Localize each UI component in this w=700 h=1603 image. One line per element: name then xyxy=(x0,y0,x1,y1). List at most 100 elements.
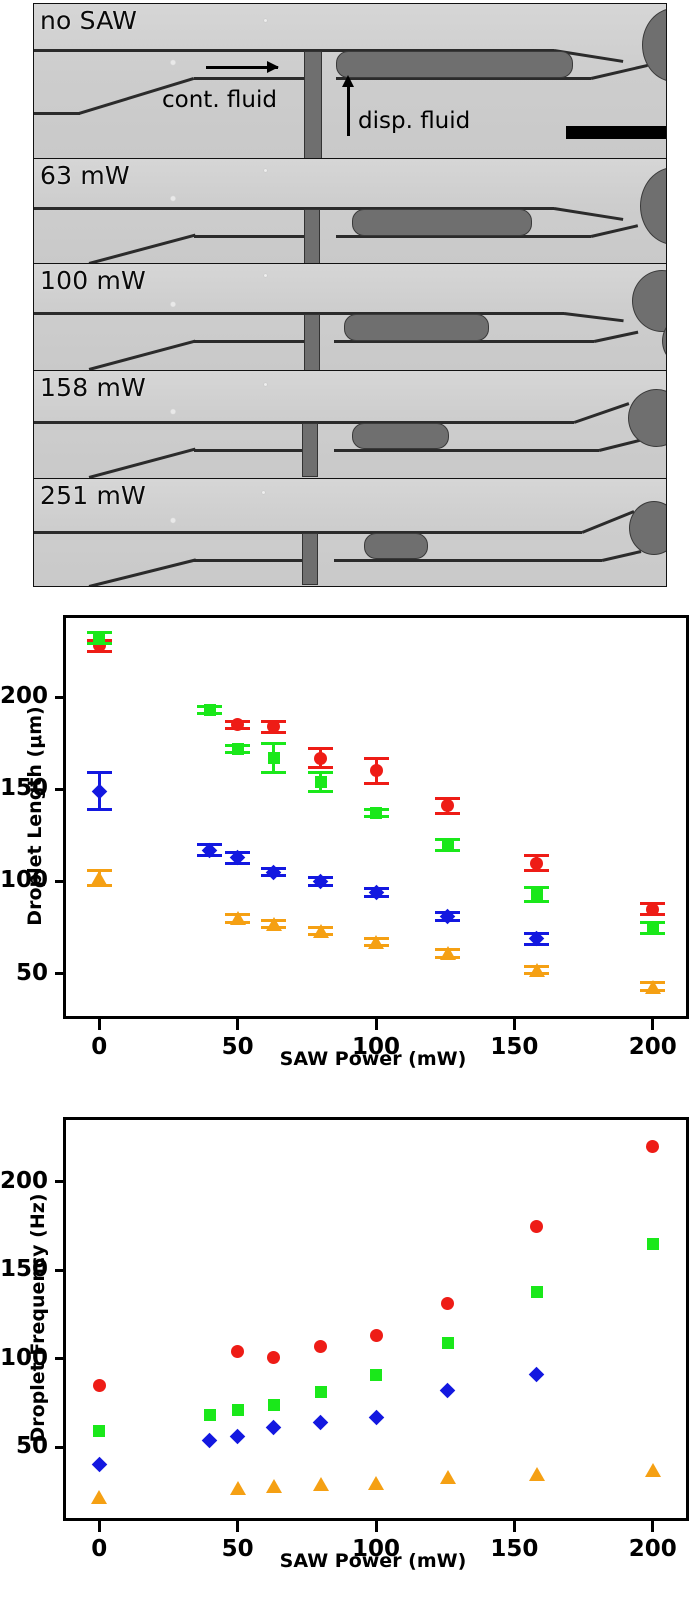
y-tick-label: 200 xyxy=(0,683,48,710)
marker-triangle xyxy=(91,870,108,885)
marker-triangle xyxy=(644,979,661,994)
x-tick xyxy=(97,1019,101,1030)
channel-wall-diagonal xyxy=(88,339,196,370)
x-tick-label: 150 xyxy=(490,1536,539,1562)
marker-square xyxy=(231,1404,244,1417)
micrograph-label-63mw: 63 mW xyxy=(40,161,130,190)
droplet-outlet xyxy=(629,501,666,555)
channel-wall-bottom-right xyxy=(336,77,591,80)
y-tick-label: 50 xyxy=(15,1433,48,1460)
droplet-length-plot: 50 100 150 200 0 50 100 150 200 Droplet Length (… xyxy=(0,600,700,1070)
y-tick xyxy=(55,1445,66,1449)
channel-wall-bottom xyxy=(194,340,304,343)
channel-wall-diagonal xyxy=(88,233,196,263)
droplet-frequency-plot-frame xyxy=(63,1117,689,1521)
y-tick-label: 100 xyxy=(0,867,48,894)
marker-triangle xyxy=(91,1489,108,1504)
channel-wall-bottom-left xyxy=(34,112,80,115)
y-tick xyxy=(55,1357,66,1361)
marker-square xyxy=(267,1398,280,1411)
x-tick-label: 200 xyxy=(628,1536,677,1562)
continuous-fluid-annotation: cont. fluid xyxy=(162,87,277,113)
x-tick xyxy=(512,1521,516,1532)
x-tick-label: 50 xyxy=(221,1536,254,1562)
error-bar-cap xyxy=(435,797,461,801)
x-tick-label: 0 xyxy=(91,1536,108,1562)
droplet-in-channel xyxy=(352,423,449,449)
marker-circle xyxy=(267,1350,281,1364)
continuous-flow-arrow xyxy=(206,61,279,73)
channel-wall-diagonal xyxy=(88,447,196,478)
micrograph-panel-63mw: 63 mW xyxy=(34,159,666,264)
marker-circle xyxy=(646,902,660,916)
marker-triangle xyxy=(229,911,246,926)
dispersed-flow-arrow xyxy=(341,75,354,136)
x-tick xyxy=(374,1019,378,1030)
y-tick-label: 100 xyxy=(0,1344,48,1371)
channel-wall-bottom-taper xyxy=(593,330,639,343)
droplet-in-channel xyxy=(364,533,428,559)
marker-circle xyxy=(369,764,383,778)
marker-square xyxy=(646,921,659,934)
marker-triangle xyxy=(368,935,384,950)
marker-circle xyxy=(530,856,544,870)
x-tick-label: 100 xyxy=(351,1536,400,1562)
channel-wall-bottom-right xyxy=(334,559,602,562)
y-tick-label: 150 xyxy=(0,775,48,802)
marker-circle xyxy=(314,1339,328,1353)
y-tick-label: 50 xyxy=(15,959,48,986)
dust-speck xyxy=(264,19,267,22)
error-bar-cap xyxy=(308,789,334,793)
marker-circle xyxy=(314,751,328,765)
channel-wall-bottom-taper xyxy=(601,550,642,562)
marker-square xyxy=(530,1285,543,1298)
channel-wall-top xyxy=(34,207,554,210)
nozzle-inlet xyxy=(302,423,318,477)
marker-triangle xyxy=(368,1475,384,1490)
channel-wall-top-taper xyxy=(573,402,630,424)
marker-triangle xyxy=(439,946,456,961)
channel-wall-diagonal xyxy=(88,558,197,586)
error-bar-cap xyxy=(524,900,550,904)
marker-triangle xyxy=(312,1477,329,1492)
marker-circle xyxy=(231,1345,245,1359)
y-tick xyxy=(55,1268,66,1272)
marker-square xyxy=(203,1409,216,1422)
marker-circle xyxy=(369,1329,383,1343)
y-tick xyxy=(55,972,66,976)
droplet-in-channel xyxy=(352,209,532,236)
error-bar-cap xyxy=(86,771,112,775)
marker-triangle xyxy=(644,1463,661,1478)
marker-circle xyxy=(441,1297,455,1311)
error-bar-cap xyxy=(308,771,334,775)
micrograph-label-100mw: 100 mW xyxy=(40,266,146,295)
error-bar-cap xyxy=(86,808,112,812)
y-tick xyxy=(55,1180,66,1184)
micrograph-label-158mw: 158 mW xyxy=(40,373,146,402)
x-tick-label: 0 xyxy=(91,1034,108,1060)
error-bar-cap xyxy=(524,854,550,858)
marker-square xyxy=(267,752,280,765)
x-tick-label: 200 xyxy=(628,1034,677,1060)
channel-wall-top xyxy=(34,312,564,315)
channel-wall-bottom xyxy=(194,235,304,238)
dust-speck xyxy=(262,491,265,494)
marker-triangle xyxy=(528,1466,545,1481)
x-tick xyxy=(236,1521,240,1532)
channel-wall-bottom-taper xyxy=(590,63,648,80)
marker-triangle xyxy=(528,962,545,977)
marker-square xyxy=(93,1425,106,1438)
channel-wall-top xyxy=(34,531,582,534)
droplet-outlet xyxy=(642,8,666,82)
nozzle-inlet xyxy=(304,209,320,263)
y-tick xyxy=(55,695,66,699)
droplet-outlet xyxy=(628,389,666,447)
error-bar-cap xyxy=(308,747,334,751)
channel-wall-bottom-right xyxy=(334,340,594,343)
marker-triangle xyxy=(265,916,282,931)
y-tick-label: 200 xyxy=(0,1167,48,1194)
dispersed-fluid-annotation: disp. fluid xyxy=(358,108,471,134)
nozzle-inlet xyxy=(304,51,322,158)
micrograph-panel-158mw: 158 mW xyxy=(34,371,666,479)
dust-speck xyxy=(264,383,267,386)
